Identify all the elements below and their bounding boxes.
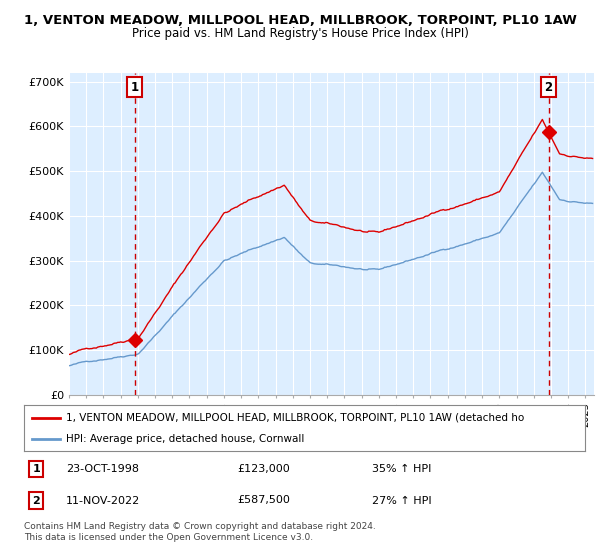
Text: 2: 2	[32, 496, 40, 506]
Text: 1, VENTON MEADOW, MILLPOOL HEAD, MILLBROOK, TORPOINT, PL10 1AW: 1, VENTON MEADOW, MILLPOOL HEAD, MILLBRO…	[23, 14, 577, 27]
Text: HPI: Average price, detached house, Cornwall: HPI: Average price, detached house, Corn…	[66, 435, 304, 444]
Text: 1: 1	[131, 81, 139, 94]
Text: 27% ↑ HPI: 27% ↑ HPI	[372, 496, 431, 506]
Text: Price paid vs. HM Land Registry's House Price Index (HPI): Price paid vs. HM Land Registry's House …	[131, 27, 469, 40]
Text: 1: 1	[32, 464, 40, 474]
Text: 11-NOV-2022: 11-NOV-2022	[66, 496, 140, 506]
Text: 23-OCT-1998: 23-OCT-1998	[66, 464, 139, 474]
Text: £123,000: £123,000	[237, 464, 290, 474]
Text: 35% ↑ HPI: 35% ↑ HPI	[372, 464, 431, 474]
Text: 2: 2	[544, 81, 553, 94]
Text: 1, VENTON MEADOW, MILLPOOL HEAD, MILLBROOK, TORPOINT, PL10 1AW (detached ho: 1, VENTON MEADOW, MILLPOOL HEAD, MILLBRO…	[66, 413, 524, 423]
Text: £587,500: £587,500	[237, 496, 290, 506]
Text: Contains HM Land Registry data © Crown copyright and database right 2024.
This d: Contains HM Land Registry data © Crown c…	[24, 522, 376, 542]
